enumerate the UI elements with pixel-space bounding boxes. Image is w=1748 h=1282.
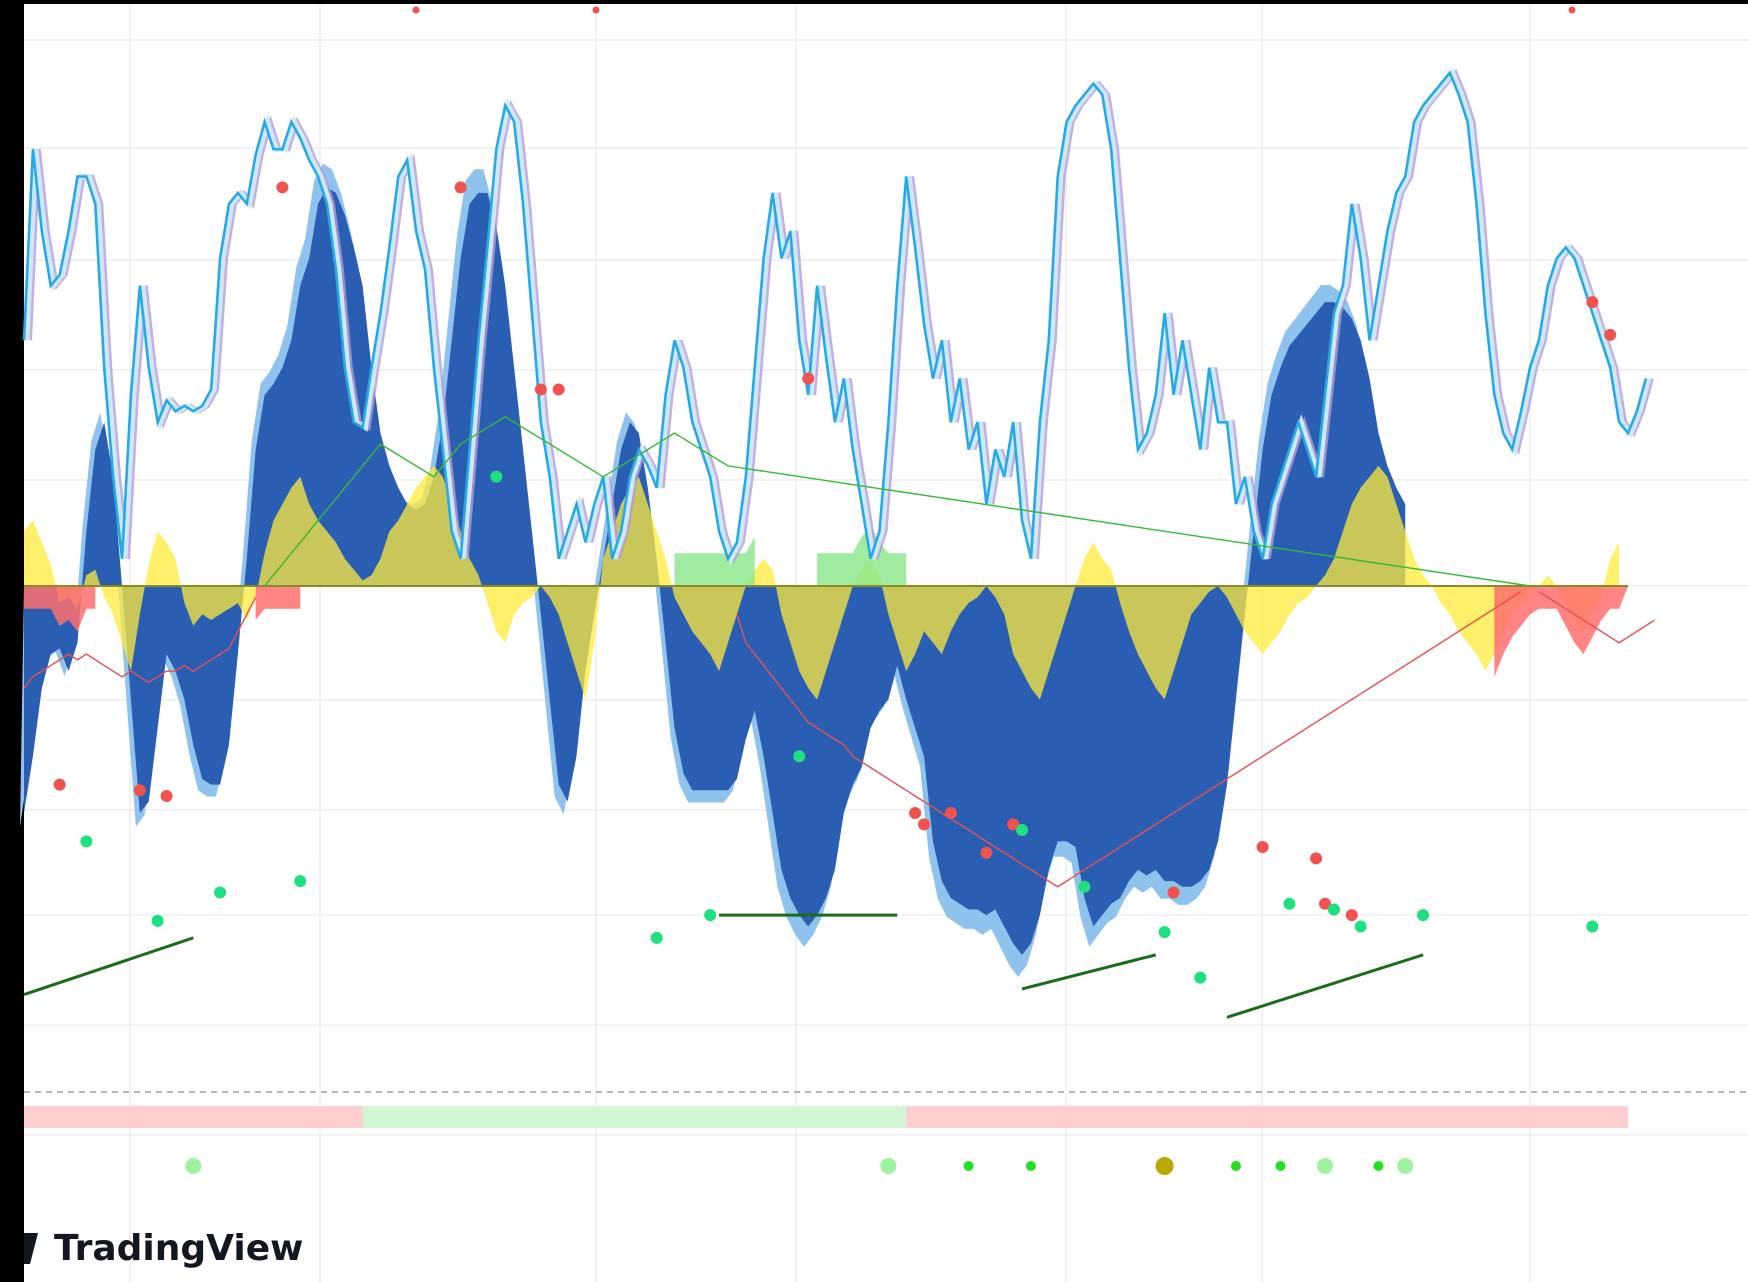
buy-signal-dot (1194, 971, 1207, 984)
bottom-signal-dot (1275, 1161, 1286, 1171)
regime-band-segment (24, 1106, 363, 1128)
bottom-signal-dot (963, 1161, 974, 1171)
sell-signal-dot (1319, 897, 1332, 910)
sell-signal-dot (1310, 852, 1323, 865)
sell-signal-dot (802, 372, 815, 385)
sell-signal-dot (276, 181, 289, 194)
bearish-flow-fill (255, 586, 301, 621)
stoch-k-line (22, 70, 1648, 562)
sell-signal-dot (133, 784, 146, 797)
buy-signal-dot (1283, 897, 1296, 910)
buy-signal-dot (1586, 920, 1599, 933)
vwap-line-negative (23, 591, 1656, 888)
bottom-signal-dot (1025, 1161, 1036, 1171)
divergence-lines (23, 913, 1424, 1019)
tradingview-logo[interactable]: TradingView (24, 1228, 303, 1269)
buy-signal-dot (490, 470, 503, 483)
buy-signal-dot (1327, 903, 1340, 916)
bottom-signal-dot (1397, 1158, 1414, 1174)
stoch-rsi-lines (22, 67, 1654, 565)
bottom-signal-dot (1373, 1161, 1384, 1171)
bottom-signal-dot (1155, 1157, 1174, 1175)
buy-signal-dot (1158, 926, 1171, 939)
bullish-flow-fill (817, 525, 907, 586)
sell-signal-dot (1256, 841, 1269, 854)
top-marker-dot (412, 6, 420, 14)
sell-signal-dot (1007, 818, 1020, 831)
bearish-flow-fill (1494, 586, 1628, 677)
top-marker-dot (592, 6, 600, 14)
buy-signal-dot (650, 931, 663, 944)
top-marker-dot (1568, 6, 1576, 14)
sell-signal-dot (160, 789, 173, 802)
money-flow-fill (24, 465, 1620, 700)
sell-signal-dot (980, 846, 993, 859)
sell-signal-dot (552, 383, 565, 396)
sell-signal-dot (1167, 886, 1180, 899)
divergence-line (1021, 953, 1157, 991)
sell-signal-dot (1604, 328, 1617, 341)
bottom-signal-dot (185, 1158, 202, 1174)
buy-signal-dot (80, 835, 93, 848)
divergence-line (1226, 953, 1424, 1019)
buy-signal-dot (793, 750, 806, 763)
buy-signal-dot (294, 875, 307, 888)
buy-signal-dot (214, 886, 227, 899)
vwap-line (23, 415, 1656, 888)
sell-signal-dot (909, 807, 922, 819)
bottom-signal-dots (185, 1157, 1414, 1175)
sell-signal-dot (53, 778, 66, 791)
signal-dots (53, 6, 1617, 984)
sell-signal-dot (1586, 296, 1599, 309)
regime-band-segment (906, 1106, 1628, 1128)
logo-text: TradingView (54, 1228, 303, 1269)
bottom-signal-dot (880, 1158, 897, 1174)
bottom-signal-dot (1230, 1161, 1241, 1171)
stoch-fill (24, 67, 1652, 565)
sell-signal-dot (944, 807, 957, 819)
bullish-flow-fill (674, 536, 755, 586)
buy-signal-dot (1078, 880, 1091, 893)
bottom-signal-dot (1317, 1158, 1334, 1174)
divergence-line (23, 936, 194, 997)
buy-signal-dot (1354, 920, 1367, 933)
bearish-flow-fill (24, 586, 96, 632)
regime-band (24, 1091, 1748, 1128)
buy-signal-dot (1417, 909, 1430, 922)
stoch-d-line (28, 68, 1654, 564)
sell-signal-dot (1345, 909, 1358, 922)
sell-signal-dot (918, 818, 931, 831)
buy-signal-dot (151, 914, 164, 927)
tradingview-logo-icon (24, 1233, 38, 1264)
buy-signal-dot (704, 909, 717, 922)
sell-signal-dot (534, 383, 547, 396)
sell-signal-dot (454, 181, 467, 194)
buy-signal-dot (1016, 824, 1029, 837)
money-flow-area (24, 465, 1628, 700)
vwap-line-positive (264, 415, 1531, 587)
regime-band-segment (362, 1106, 907, 1128)
